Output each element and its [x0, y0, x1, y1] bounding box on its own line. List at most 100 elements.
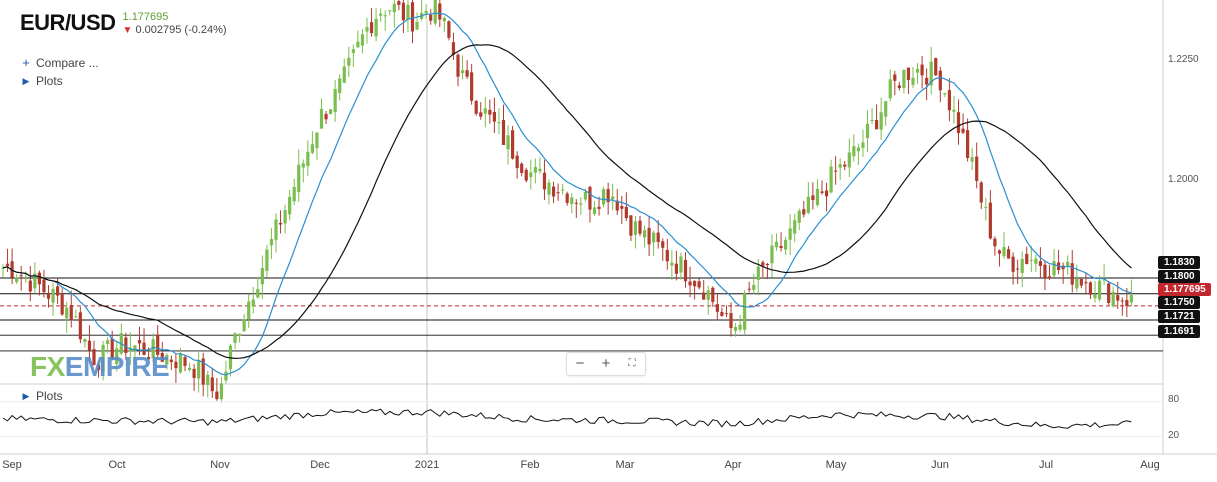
candle-body [633, 221, 638, 235]
candle-body [74, 316, 78, 318]
candle-body [629, 215, 633, 236]
candle-body [538, 168, 542, 172]
candle-body [779, 245, 783, 249]
zoom-controls: − + ⛶ [566, 352, 646, 376]
down-arrow-icon: ▼ [122, 25, 133, 36]
candle-body [374, 18, 378, 37]
symbol-title: EUR/USD [20, 10, 116, 35]
candle-body [997, 250, 1002, 254]
candle-body [1066, 261, 1070, 267]
candle-body [360, 34, 365, 46]
candle-body [925, 77, 929, 85]
x-tick-label: May [825, 459, 847, 471]
candle-body [542, 172, 547, 190]
candle-body [693, 280, 697, 287]
compare-menu[interactable]: + Compare ... [20, 55, 99, 70]
y-tick-label: 1.2000 [1168, 174, 1199, 185]
candle-body [292, 186, 296, 202]
candle-body [283, 210, 287, 224]
candle-body [215, 391, 219, 400]
x-tick-label: Nov [210, 459, 230, 471]
candle-body [329, 109, 333, 115]
x-tick-label: Oct [108, 459, 126, 471]
candle-body [160, 352, 164, 362]
candle-body [956, 112, 961, 134]
zoom-out-button[interactable]: − [575, 355, 585, 372]
candle-body [947, 90, 951, 111]
x-tick-label: Mar [615, 459, 635, 471]
candle-body [697, 281, 701, 288]
candle-body [797, 210, 801, 223]
candle-body [770, 245, 774, 264]
plots-menu[interactable]: ▶ Plots [20, 74, 63, 88]
last-price: 1.177695 [122, 11, 169, 23]
candle-body [60, 294, 64, 315]
candle-body [242, 319, 246, 332]
candle-body [1102, 279, 1106, 281]
candle-body [10, 261, 14, 278]
osc-tick-label: 80 [1168, 394, 1180, 405]
candle-body [447, 21, 451, 38]
zoom-in-button[interactable]: + [601, 355, 611, 372]
candle-body [1002, 247, 1006, 257]
candle-body [838, 164, 842, 168]
candle-body [206, 374, 210, 386]
candle-body [388, 10, 392, 12]
osc-plots-label: Plots [36, 389, 63, 403]
candle-body [347, 57, 351, 66]
candle-body [438, 3, 442, 20]
candle-body [888, 79, 892, 99]
candle-body [165, 354, 169, 365]
candle-body [702, 292, 706, 300]
candle-body [69, 305, 73, 321]
candle-body [251, 299, 255, 307]
x-tick-label: Apr [724, 459, 742, 471]
candle-body [1011, 256, 1015, 272]
candle-body [533, 166, 537, 173]
candle-body [902, 69, 906, 88]
candle-body [970, 157, 974, 162]
candle-body [37, 272, 41, 285]
candle-body [506, 135, 510, 150]
candle-body [879, 112, 883, 130]
candle-body [656, 232, 660, 242]
candle-body [488, 109, 492, 115]
moving-average-slow-line [2, 44, 1132, 360]
candle-body [670, 262, 674, 266]
candle-body [442, 17, 446, 22]
candle-body [219, 383, 223, 400]
candle-body [1111, 291, 1115, 307]
candle-body [602, 189, 606, 205]
candle-body [338, 78, 342, 94]
candle-body [456, 54, 460, 77]
candle-body [479, 112, 483, 117]
candle-body [1070, 263, 1074, 285]
candle-body [1079, 278, 1083, 286]
candle-body [583, 191, 587, 200]
candle-body [529, 172, 533, 177]
fullscreen-button[interactable]: ⛶ [628, 358, 636, 369]
candle-body [652, 232, 656, 243]
candle-body [319, 108, 324, 129]
candle-body [843, 164, 847, 167]
candle-body [606, 189, 610, 203]
candle-body [178, 353, 183, 373]
candle-body [278, 222, 283, 225]
candle-body [78, 312, 82, 340]
candle-body [1025, 253, 1029, 265]
candle-body [975, 156, 979, 181]
candle-body [451, 42, 456, 55]
candle-body [984, 206, 988, 208]
x-tick-label: Feb [520, 459, 540, 471]
oscillator-plots-menu[interactable]: ▶ Plots [20, 389, 63, 403]
support-resistance-lines [0, 277, 1163, 352]
candle-body [110, 338, 114, 359]
logo-empire: EMPIRE [64, 351, 170, 382]
candle-body [269, 238, 274, 246]
candle-body [501, 119, 506, 145]
candle-body [674, 263, 678, 274]
osc-tick-label: 20 [1168, 430, 1180, 441]
candle-body [966, 130, 970, 159]
candle-body [615, 200, 619, 211]
